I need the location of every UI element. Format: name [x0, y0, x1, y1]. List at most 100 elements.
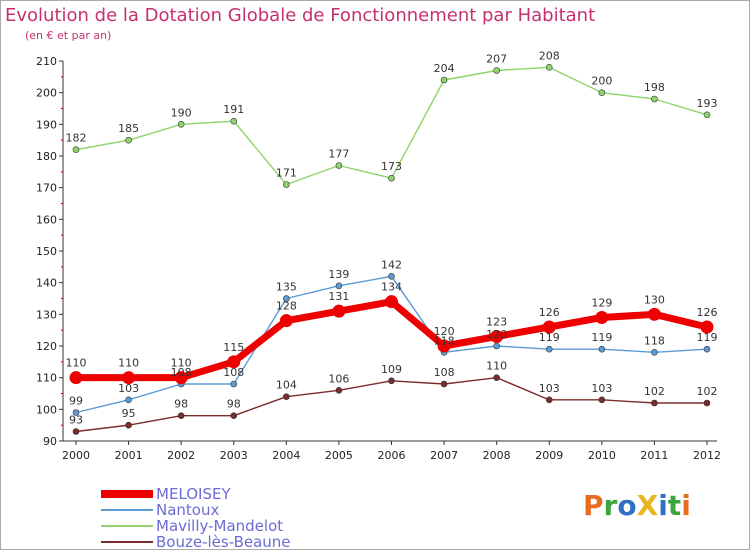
data-point-mavilly-mandelot: [545, 64, 553, 71]
data-point-nantoux: [493, 342, 500, 350]
x-tick-label: 2004: [272, 449, 300, 462]
data-label-meloisey: 134: [381, 281, 402, 294]
data-label-nantoux: 119: [591, 331, 612, 344]
data-label-nantoux: 120: [486, 328, 507, 341]
data-point-nantoux: [545, 345, 553, 353]
series-line-bouze-l-s-beaune: [75, 376, 708, 433]
data-point-bouze-l-s-beaune: [598, 396, 606, 404]
data-label-nantoux: 118: [434, 334, 455, 347]
data-point-meloisey: [385, 295, 398, 309]
legend-label: Nantoux: [156, 501, 220, 519]
data-point-mavilly-mandelot: [651, 95, 658, 103]
data-label-bouze-l-s-beaune: 102: [644, 385, 665, 398]
data-label-mavilly-mandelot: 208: [539, 49, 560, 62]
logo-letter: o: [617, 489, 637, 522]
y-tick-label: 190: [36, 118, 57, 131]
y-tick-label: 200: [36, 87, 57, 100]
data-label-meloisey: 110: [66, 357, 87, 370]
data-point-meloisey: [122, 371, 136, 385]
data-label-mavilly-mandelot: 207: [486, 53, 507, 66]
data-label-bouze-l-s-beaune: 98: [227, 398, 241, 411]
x-tick-label: 2005: [325, 449, 353, 462]
data-label-meloisey: 131: [328, 290, 349, 303]
data-label-mavilly-mandelot: 182: [66, 132, 87, 145]
data-label-meloisey: 110: [118, 357, 139, 370]
y-tick-label: 180: [36, 150, 57, 163]
data-point-mavilly-mandelot: [72, 146, 80, 153]
data-label-nantoux: 99: [69, 395, 83, 408]
data-point-bouze-l-s-beaune: [177, 412, 185, 419]
data-point-bouze-l-s-beaune: [651, 399, 658, 407]
data-label-bouze-l-s-beaune: 106: [328, 372, 349, 385]
y-tick-label: 150: [36, 245, 57, 258]
data-point-nantoux: [703, 345, 711, 353]
data-point-bouze-l-s-beaune: [125, 421, 132, 429]
data-label-mavilly-mandelot: 193: [697, 97, 718, 110]
data-point-meloisey: [595, 311, 609, 324]
data-label-nantoux: 118: [644, 334, 665, 347]
data-point-mavilly-mandelot: [335, 162, 343, 169]
legend-label: Bouze-lès-Beaune: [156, 533, 291, 550]
data-label-nantoux: 103: [118, 382, 139, 395]
data-point-mavilly-mandelot: [493, 67, 500, 74]
data-label-bouze-l-s-beaune: 103: [539, 382, 560, 395]
data-point-nantoux: [125, 396, 132, 404]
data-label-meloisey: 126: [539, 306, 560, 319]
data-point-meloisey: [542, 320, 556, 334]
data-label-nantoux: 119: [539, 331, 560, 344]
logo-letter: X: [636, 489, 659, 522]
data-point-nantoux: [283, 295, 290, 302]
y-tick-label: 160: [36, 213, 57, 226]
legend-label: Mavilly-Mandelot: [156, 517, 284, 535]
data-label-bouze-l-s-beaune: 95: [122, 407, 136, 420]
x-tick-label: 2011: [640, 449, 668, 462]
y-tick-label: 120: [36, 340, 57, 353]
data-label-mavilly-mandelot: 198: [644, 81, 665, 94]
logo-letter: i: [681, 489, 691, 522]
data-point-mavilly-mandelot: [125, 136, 132, 144]
data-point-mavilly-mandelot: [283, 181, 290, 188]
y-tick-label: 210: [36, 55, 57, 68]
data-point-meloisey: [490, 330, 504, 343]
data-label-bouze-l-s-beaune: 104: [276, 379, 297, 392]
data-point-nantoux: [335, 282, 343, 290]
legend-swatch: [101, 490, 153, 498]
data-label-mavilly-mandelot: 173: [381, 160, 402, 173]
data-label-bouze-l-s-beaune: 98: [174, 398, 188, 411]
data-point-mavilly-mandelot: [440, 76, 448, 84]
data-point-meloisey: [437, 339, 451, 353]
data-label-meloisey: 110: [171, 357, 192, 370]
data-label-mavilly-mandelot: 191: [223, 103, 244, 116]
data-label-bouze-l-s-beaune: 93: [69, 414, 83, 427]
data-point-mavilly-mandelot: [388, 174, 395, 182]
chart-title: Evolution de la Dotation Globale de Fonc…: [5, 5, 596, 26]
data-label-bouze-l-s-beaune: 103: [591, 382, 612, 395]
data-point-meloisey: [174, 371, 188, 385]
y-tick-label: 130: [36, 308, 57, 321]
x-tick-label: 2007: [430, 449, 458, 462]
data-label-nantoux: 108: [223, 366, 244, 379]
data-point-bouze-l-s-beaune: [703, 399, 711, 407]
data-point-nantoux: [651, 349, 658, 356]
x-tick-label: 2000: [62, 449, 90, 462]
data-point-bouze-l-s-beaune: [388, 377, 395, 385]
data-label-bouze-l-s-beaune: 108: [434, 366, 455, 379]
legend-swatch: [101, 525, 153, 527]
legend-label: MELOISEY: [156, 485, 231, 503]
data-point-nantoux: [72, 409, 80, 416]
data-label-meloisey: 120: [434, 325, 455, 338]
data-label-nantoux: 142: [381, 258, 402, 271]
data-point-bouze-l-s-beaune: [230, 412, 238, 419]
logo-letter: r: [603, 489, 618, 522]
data-label-nantoux: 139: [328, 268, 349, 281]
data-point-nantoux: [388, 273, 395, 280]
data-label-mavilly-mandelot: 190: [171, 106, 192, 119]
data-label-meloisey: 123: [486, 316, 507, 329]
logo-letter: i: [658, 489, 668, 522]
y-tick-label: 140: [36, 277, 57, 290]
data-label-bouze-l-s-beaune: 110: [486, 360, 507, 373]
data-point-nantoux: [230, 380, 238, 388]
data-point-bouze-l-s-beaune: [283, 393, 290, 400]
x-tick-label: 2003: [220, 449, 248, 462]
x-tick-label: 2008: [483, 449, 511, 462]
